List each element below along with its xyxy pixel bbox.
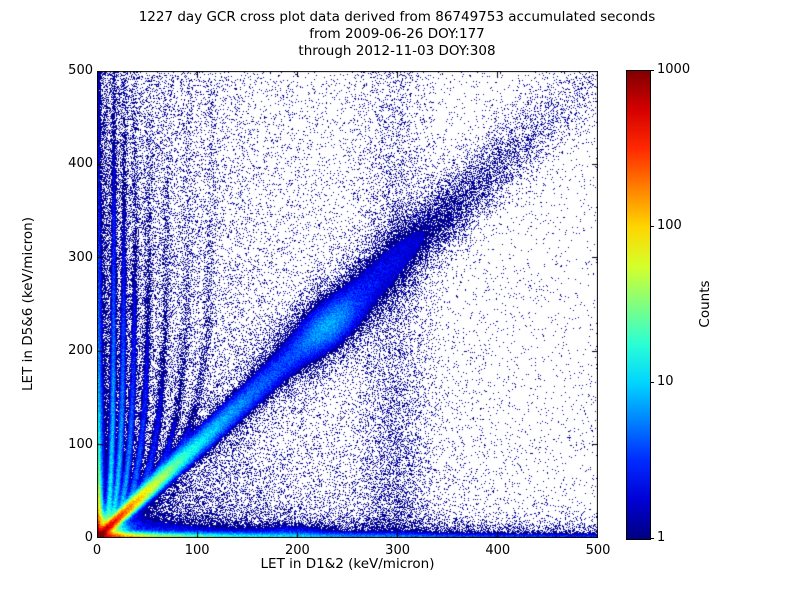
- colorbar-tick-1: [650, 538, 654, 539]
- colorbar-tick-label-100: 100: [657, 218, 682, 233]
- colorbar-tick-10: [650, 382, 654, 383]
- plot-area: [97, 71, 598, 538]
- colorbar-tick-1000: [650, 70, 654, 71]
- chart-title: 1227 day GCR cross plot data derived fro…: [0, 9, 794, 60]
- y-tick-label-100: 100: [68, 436, 93, 452]
- x-tick-label-400: 400: [485, 543, 511, 558]
- colorbar-title: Counts: [697, 280, 713, 328]
- x-tick-label-200: 200: [284, 543, 310, 558]
- y-axis-label: LET in D5&6 (keV/micron): [20, 217, 36, 391]
- y-tick-label-0: 0: [84, 530, 93, 545]
- y-tick-label-500: 500: [68, 63, 93, 78]
- chart-title-line-3: through 2012-11-03 DOY:308: [298, 43, 496, 59]
- x-axis-label: LET in D1&2 (keV/micron): [260, 556, 435, 572]
- x-tick-label-0: 0: [92, 543, 102, 558]
- colorbar-tick-label-1: 1: [657, 530, 666, 545]
- x-tick-label-100: 100: [184, 543, 210, 558]
- x-tick-label-500: 500: [585, 543, 611, 558]
- colorbar: [626, 70, 651, 540]
- chart-title-line-1: 1227 day GCR cross plot data derived fro…: [138, 9, 656, 25]
- y-tick-label-200: 200: [68, 343, 93, 359]
- colorbar-tick-label-1000: 1000: [657, 62, 691, 77]
- colorbar-tick-100: [650, 226, 654, 227]
- density-heatmap-canvas: [97, 71, 598, 538]
- y-tick-label-300: 300: [68, 249, 93, 265]
- x-tick-label-300: 300: [385, 543, 410, 558]
- y-tick-label-400: 400: [68, 156, 93, 172]
- chart-title-line-2: from 2009-06-26 DOY:177: [309, 26, 485, 42]
- colorbar-tick-label-10: 10: [657, 374, 674, 389]
